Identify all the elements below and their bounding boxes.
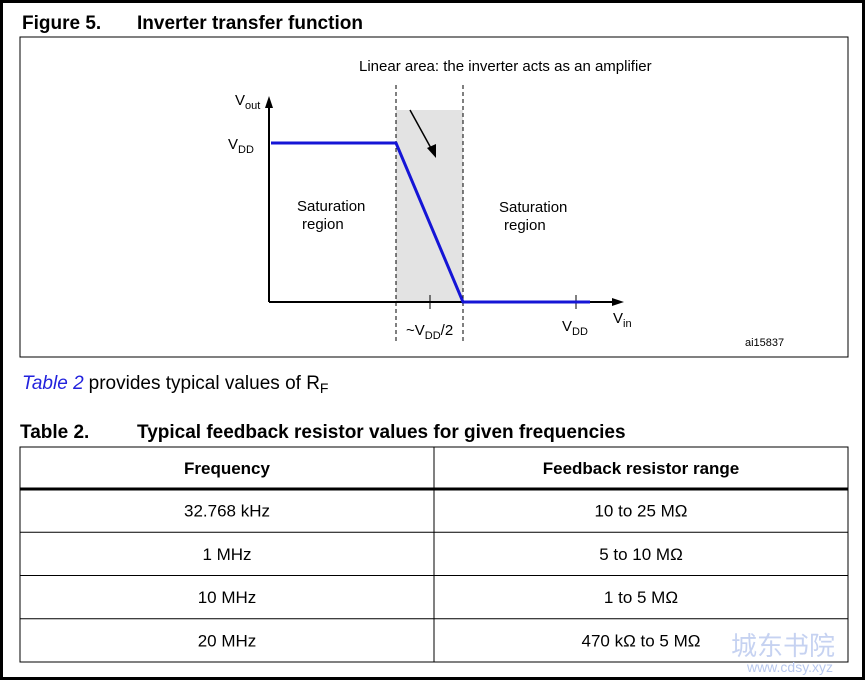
figure-box [19,36,849,358]
figure-label: Figure 5. [22,13,101,34]
table-label: Table 2. [20,422,89,443]
region-label: region [302,216,344,233]
table-cell: 32.768 kHz [184,502,270,521]
figure-id: ai15837 [745,337,784,349]
linear-area [396,110,463,302]
watermark: 城东书院 [731,631,835,661]
transfer-curve [271,141,590,304]
figure-title: Inverter transfer function [137,13,363,34]
paragraph: Table 2 provides typical values of RF [22,373,328,396]
table-title: Typical feedback resistor values for giv… [137,422,626,443]
table-link[interactable]: Table 2 [22,373,84,394]
table-cell: 10 MHz [198,588,257,607]
x-end-label: VDD [562,318,588,338]
watermark-url: www.cdsy.xyz [746,659,833,675]
x-mid-label: ~VDD/2 [406,322,453,342]
x-axis-label: Vin [613,310,632,330]
table-cell: 470 kΩ to 5 MΩ [582,631,701,650]
region-label: Saturation [499,199,567,216]
table-cell: 1 MHz [202,545,251,564]
y-level-label: VDD [228,136,254,156]
table-cell: 1 to 5 MΩ [604,588,678,607]
table: Frequency Feedback resistor range 32.768 k… [19,446,849,663]
header-cell: Frequency [184,459,271,478]
x-arrow [612,298,624,306]
header-cell: Feedback resistor range [543,459,740,478]
table-cell: 20 MHz [198,631,257,650]
table-cell: 10 to 25 MΩ [594,502,687,521]
y-axis-label: Vout [235,92,260,112]
y-arrow [265,96,273,108]
pointer-head [427,144,436,158]
annotation: Linear area: the inverter acts as an amp… [359,58,652,75]
pointer [409,109,433,151]
region-label: region [504,217,546,234]
table-cell: 5 to 10 MΩ [599,545,683,564]
region-label: Saturation [297,198,365,215]
